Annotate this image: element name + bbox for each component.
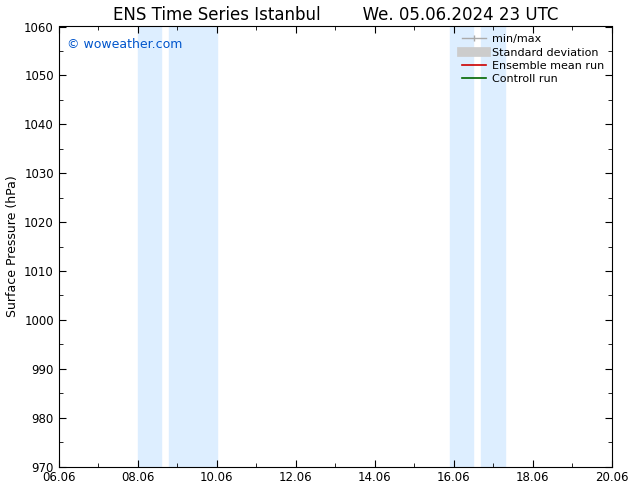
Bar: [169, 26, 217, 466]
Title: ENS Time Series Istanbul        We. 05.06.2024 23 UTC: ENS Time Series Istanbul We. 05.06.2024 …: [112, 5, 558, 24]
Bar: [450, 26, 474, 466]
Bar: [138, 26, 162, 466]
Bar: [481, 26, 505, 466]
Text: © woweather.com: © woweather.com: [67, 38, 183, 50]
Legend: min/max, Standard deviation, Ensemble mean run, Controll run: min/max, Standard deviation, Ensemble me…: [457, 30, 609, 89]
Y-axis label: Surface Pressure (hPa): Surface Pressure (hPa): [6, 176, 18, 318]
